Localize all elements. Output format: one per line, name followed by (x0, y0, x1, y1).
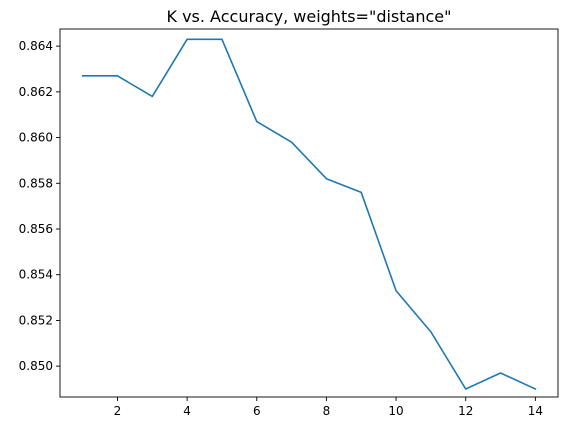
y-tick-label: 0.856 (19, 222, 53, 236)
x-tick-label: 6 (253, 404, 261, 418)
y-tick-label: 0.854 (19, 268, 53, 282)
chart-title: K vs. Accuracy, weights="distance" (167, 7, 452, 26)
plot-series (81, 38, 537, 391)
accuracy-line (81, 38, 537, 391)
x-tick-label: 14 (528, 404, 543, 418)
y-tick-label: 0.850 (19, 359, 53, 373)
y-axis: 0.850 0.852 0.854 0.856 0.858 0.860 0.862 0.864 (19, 39, 60, 373)
x-tick-label: 12 (458, 404, 473, 418)
plot-frame (59, 28, 559, 398)
x-tick-label: 2 (114, 404, 122, 418)
x-tick-label: 10 (388, 404, 403, 418)
y-tick-label: 0.862 (19, 85, 53, 99)
y-tick-label: 0.858 (19, 176, 53, 190)
y-tick-label: 0.860 (19, 131, 53, 145)
y-tick-label: 0.852 (19, 313, 53, 327)
y-tick-label: 0.864 (19, 39, 53, 53)
x-tick-label: 4 (183, 404, 191, 418)
x-axis: 2 4 6 8 10 12 14 (114, 397, 543, 418)
x-tick-label: 8 (323, 404, 331, 418)
